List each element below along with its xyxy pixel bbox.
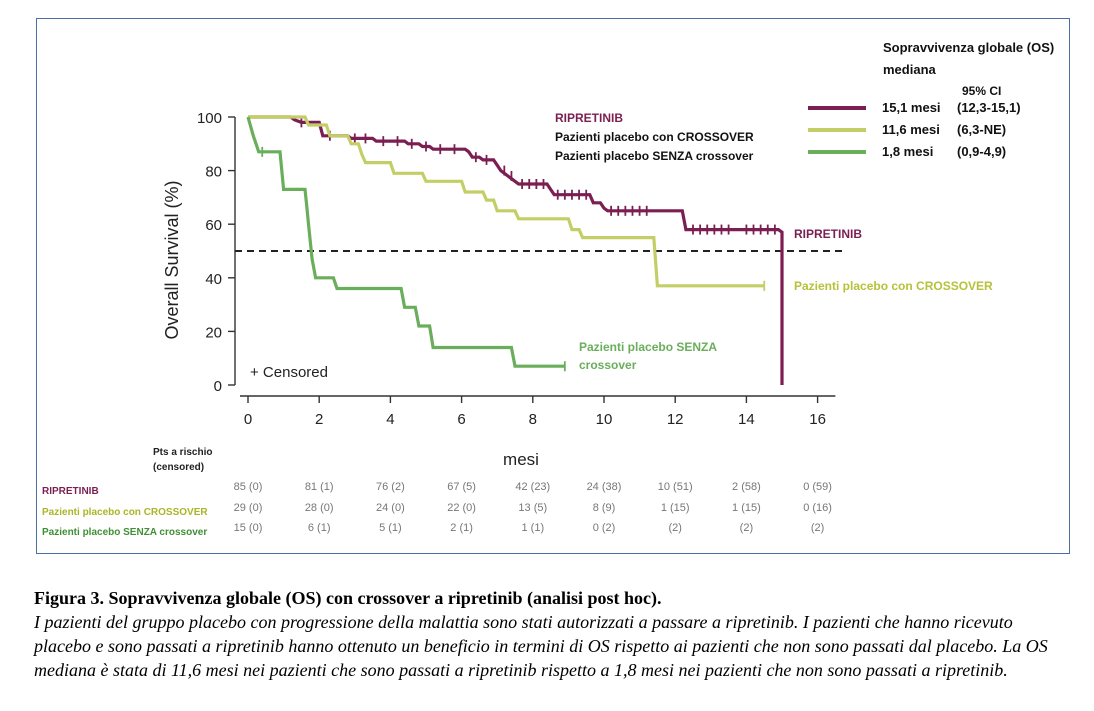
legend-ci: (6,3-NE) (957, 122, 1006, 137)
x-tick-label: 12 (667, 411, 684, 428)
figure-frame (36, 18, 1070, 554)
chart-labels: + Censored RIPRETINIB Pazienti placebo con… (250, 111, 993, 381)
km-chart: 0 20 40 60 80 100 0 2 4 6 8 10 12 14 16 Overall Surviva… (42, 40, 1054, 538)
risk-row-label: RIPRETINIB (42, 486, 99, 497)
risk-cell: 0 (2) (593, 522, 616, 534)
legend-median: 11,6 mesi (882, 122, 940, 137)
censored-legend-label: + Censored (250, 364, 328, 381)
risk-cell: 0 (16) (803, 502, 832, 514)
risk-cell: 2 (58) (732, 481, 761, 493)
risk-cell: 76 (2) (376, 481, 405, 493)
risk-cell: (2) (740, 522, 753, 534)
y-axis-title: Overall Survival (%) (162, 180, 182, 339)
legend-median: 15,1 mesi (882, 100, 941, 115)
y-tick-label: 0 (214, 378, 222, 395)
risk-cell: 28 (0) (305, 502, 334, 514)
y-tick-label: 100 (197, 110, 222, 127)
caption-body: I pazienti del gruppo placebo con progre… (34, 612, 1048, 680)
risk-row-label: Pazienti placebo SENZA crossover (42, 527, 207, 538)
axes: 0 20 40 60 80 100 0 2 4 6 8 10 12 14 16 Overall Surviva… (162, 110, 836, 469)
risk-cell: 0 (59) (803, 481, 832, 493)
figure-caption: Figura 3. Sopravvivenza globale (OS) con… (34, 586, 1074, 682)
risk-cell: 24 (0) (376, 502, 405, 514)
x-tick-label: 8 (529, 411, 537, 428)
legend-median: 1,8 mesi (882, 144, 933, 159)
risk-cell: (2) (668, 522, 681, 534)
x-tick-label: 0 (244, 411, 252, 428)
end-label-senza-line2: crossover (579, 358, 637, 372)
risk-cell: 85 (0) (234, 481, 263, 493)
end-label-senza-line1: Pazienti placebo SENZA (579, 340, 717, 354)
legend-title-line2: mediana (883, 62, 937, 77)
risk-cell: 2 (1) (450, 522, 473, 534)
x-tick-label: 16 (809, 411, 826, 428)
risk-header-line2: (censored) (153, 462, 204, 473)
risk-cell: 1 (15) (661, 502, 690, 514)
risk-cell: 67 (5) (447, 481, 476, 493)
y-tick-label: 40 (205, 271, 222, 288)
curve-series-2 (248, 115, 765, 288)
y-tick-label: 80 (205, 164, 222, 181)
risk-cell: 5 (1) (379, 522, 402, 534)
risk-cell: 8 (9) (593, 502, 616, 514)
risk-table: Pts a rischio (censored) RIPRETINIB 85 (0) 8… (42, 447, 832, 538)
legend-ci: (0,9-4,9) (957, 144, 1006, 159)
risk-row-label: Pazienti placebo con CROSSOVER (42, 507, 208, 518)
risk-cell: 24 (38) (587, 481, 622, 493)
risk-cell: 29 (0) (234, 502, 263, 514)
caption-title: Figura 3. Sopravvivenza globale (OS) con… (34, 588, 662, 608)
risk-cell: (2) (811, 522, 824, 534)
curve-series-3 (246, 116, 565, 368)
x-tick-label: 14 (738, 411, 755, 428)
survival-curves (246, 115, 784, 385)
inline-legend-item: RIPRETINIB (555, 111, 623, 125)
x-tick-label: 4 (386, 411, 394, 428)
risk-cell: 81 (1) (305, 481, 334, 493)
legend-title-line1: Sopravvivenza globale (OS) (883, 40, 1054, 55)
risk-cell: 1 (1) (521, 522, 544, 534)
legend-ci: (12,3-15,1) (957, 100, 1021, 115)
x-axis-title: mesi (503, 450, 539, 469)
risk-cell: 22 (0) (447, 502, 476, 514)
end-label-crossover: Pazienti placebo con CROSSOVER (794, 279, 993, 293)
y-tick-label: 20 (205, 324, 222, 341)
inline-legend-item: Pazienti placebo con CROSSOVER (555, 130, 754, 144)
risk-cell: 15 (0) (234, 522, 263, 534)
risk-header-line1: Pts a rischio (153, 447, 212, 458)
x-tick-label: 6 (457, 411, 465, 428)
inline-legend-item: Pazienti placebo SENZA crossover (555, 149, 754, 163)
risk-cell: 13 (5) (518, 502, 547, 514)
risk-cell: 42 (23) (515, 481, 550, 493)
y-tick-label: 60 (205, 217, 222, 234)
risk-cell: 6 (1) (308, 522, 331, 534)
x-tick-label: 2 (315, 411, 323, 428)
end-label-ripretinib: RIPRETINIB (794, 227, 862, 241)
risk-cell: 1 (15) (732, 502, 761, 514)
legend-ci-header: 95% CI (962, 84, 1001, 98)
legend: Sopravvivenza globale (OS) mediana 95% CI 1… (808, 40, 1054, 159)
risk-cell: 10 (51) (658, 481, 693, 493)
x-tick-label: 10 (596, 411, 613, 428)
